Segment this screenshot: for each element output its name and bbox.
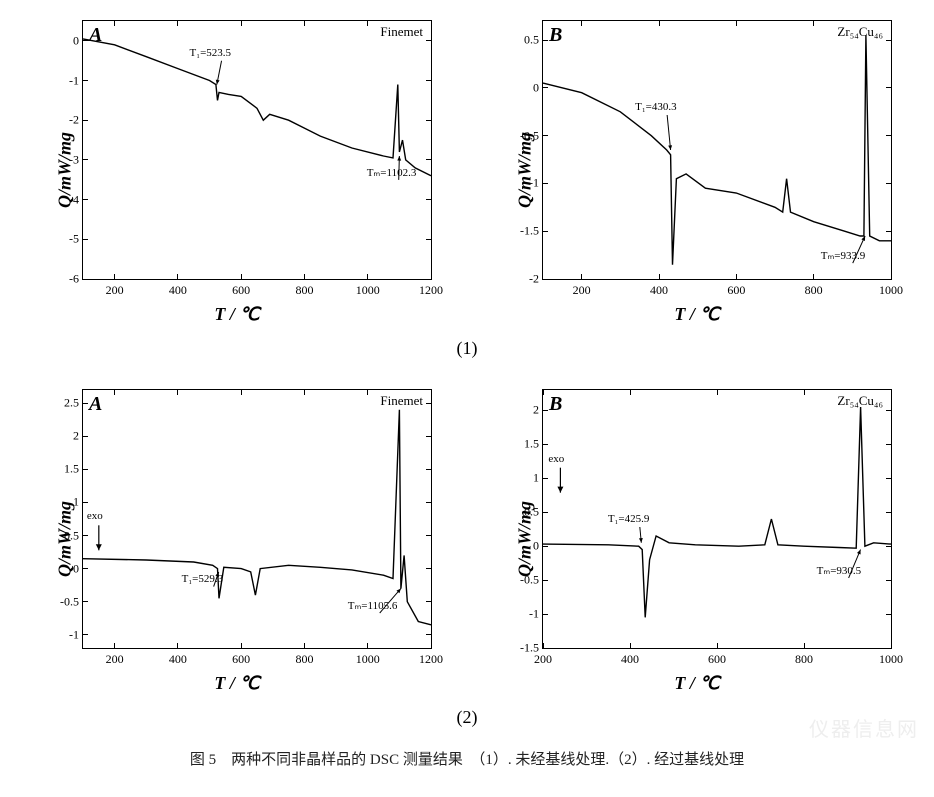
annotation: Tₘ=933.9 (821, 249, 866, 262)
ytick-label: 2 (73, 429, 83, 444)
ytick-label: 1.5 (64, 462, 83, 477)
panel-letter: B (549, 393, 562, 416)
ytick-label: -1 (69, 73, 83, 88)
xtick-label: 400 (650, 279, 668, 298)
sample-label: Zr₅₄Cu₄₆ (837, 24, 883, 40)
ytick-label: 0 (73, 33, 83, 48)
plot-area: -1-0.500.511.522.520040060080010001200AF… (82, 389, 432, 649)
xtick-label: 800 (795, 648, 813, 667)
xlabel: T / ℃ (214, 673, 259, 694)
plot-area: -6-5-4-3-2-1020040060080010001200AFineme… (82, 20, 432, 280)
xtick-label: 1000 (879, 648, 903, 667)
xtick-label: 1000 (356, 648, 380, 667)
watermark: 仪器信息网 (809, 713, 919, 742)
ytick-label: 2 (533, 403, 543, 418)
xtick-label: 600 (727, 279, 745, 298)
ytick-label: 0.5 (64, 528, 83, 543)
row-label-2: (2) (10, 707, 924, 728)
ytick-label: -0.5 (520, 128, 543, 143)
xtick-label: 200 (106, 648, 124, 667)
ytick-label: -5 (69, 232, 83, 247)
ytick-label: -0.5 (60, 594, 83, 609)
ytick-label: 1 (73, 495, 83, 510)
ytick-label: -1 (529, 176, 543, 191)
ytick-label: -6 (69, 272, 83, 287)
panel-letter: A (89, 24, 102, 47)
sample-label: Finemet (380, 393, 423, 409)
panel-B2: Q/mW/mg -1.5-1-0.500.511.522004006008001… (482, 379, 912, 699)
xtick-label: 1000 (879, 279, 903, 298)
ytick-label: 1 (533, 471, 543, 486)
xtick-label: 600 (232, 648, 250, 667)
ytick-label: 1.5 (524, 437, 543, 452)
annotation: Tₘ=1105.6 (348, 599, 398, 612)
xtick-label: 400 (169, 648, 187, 667)
panel-A1: Q/mW/mg -6-5-4-3-2-102004006008001000120… (22, 10, 452, 330)
ytick-label: 0 (533, 539, 543, 554)
panel-A2: Q/mW/mg -1-0.500.511.522.520040060080010… (22, 379, 452, 699)
ytick-label: 2.5 (64, 396, 83, 411)
ytick-label: 0.5 (524, 505, 543, 520)
exo-label: exo (87, 510, 103, 522)
ytick-label: -3 (69, 152, 83, 167)
row-1: Q/mW/mg -6-5-4-3-2-102004006008001000120… (10, 10, 924, 330)
xtick-label: 400 (621, 648, 639, 667)
figure: Q/mW/mg -6-5-4-3-2-102004006008001000120… (10, 10, 924, 769)
row-label-1: (1) (10, 338, 924, 359)
panel-letter: A (89, 393, 102, 416)
annotation: T₁=430.3 (635, 101, 677, 113)
ylabel: Q/mW/mg (515, 132, 536, 208)
sample-label: Finemet (380, 24, 423, 40)
ytick-label: -2 (69, 113, 83, 128)
xtick-label: 600 (232, 279, 250, 298)
xlabel: T / ℃ (674, 673, 719, 694)
ytick-label: -4 (69, 192, 83, 207)
ytick-label: 0 (533, 80, 543, 95)
ytick-label: -2 (529, 272, 543, 287)
figure-caption: 图 5 两种不同非晶样品的 DSC 测量结果 （1）. 未经基线处理.（2）. … (10, 748, 924, 769)
panel-letter: B (549, 24, 562, 47)
xtick-label: 800 (805, 279, 823, 298)
annotation: Tₘ=930.5 (817, 564, 862, 577)
xtick-label: 600 (708, 648, 726, 667)
ytick-label: -1 (69, 627, 83, 642)
annotation: T₁=425.9 (608, 513, 650, 525)
xtick-label: 1000 (356, 279, 380, 298)
ytick-label: -1 (529, 607, 543, 622)
annotation: Tₘ=1102.3 (367, 166, 417, 179)
row-2: Q/mW/mg -1-0.500.511.522.520040060080010… (10, 379, 924, 699)
plot-area: -2-1.5-1-0.500.52004006008001000BZr₅₄Cu₄… (542, 20, 892, 280)
xlabel: T / ℃ (674, 304, 719, 325)
annotation: T₁=523.5 (190, 47, 232, 59)
xtick-label: 200 (106, 279, 124, 298)
ytick-label: -0.5 (520, 573, 543, 588)
annotation: T₁=529.3 (182, 573, 224, 585)
xlabel: T / ℃ (214, 304, 259, 325)
xtick-label: 200 (534, 648, 552, 667)
ytick-label: 0 (73, 561, 83, 576)
xtick-label: 200 (573, 279, 591, 298)
sample-label: Zr₅₄Cu₄₆ (837, 393, 883, 409)
exo-label: exo (548, 453, 564, 465)
panel-B1: Q/mW/mg -2-1.5-1-0.500.52004006008001000… (482, 10, 912, 330)
plot-area: -1.5-1-0.500.511.522004006008001000BZr₅₄… (542, 389, 892, 649)
ytick-label: 0.5 (524, 33, 543, 48)
xtick-label: 800 (295, 648, 313, 667)
xtick-label: 1200 (419, 279, 443, 298)
xtick-label: 800 (295, 279, 313, 298)
ytick-label: -1.5 (520, 224, 543, 239)
xtick-label: 400 (169, 279, 187, 298)
xtick-label: 1200 (419, 648, 443, 667)
